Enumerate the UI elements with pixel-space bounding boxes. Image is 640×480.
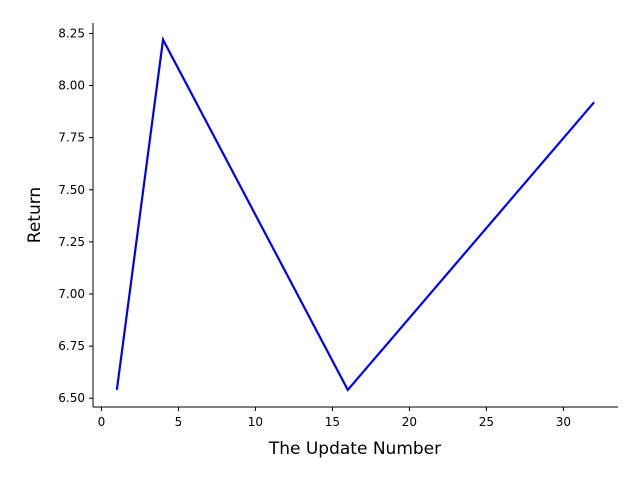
y-ticks: 6.50 6.75 7.00 7.25 7.50 7.75 8.00 8.25: [58, 26, 93, 405]
x-tick-label: 15: [325, 415, 340, 429]
y-tick-label: 7.25: [58, 235, 85, 249]
x-axis-title: The Update Number: [268, 439, 441, 459]
x-tick-label: 10: [248, 415, 263, 429]
y-tick-label: 6.75: [58, 339, 85, 353]
y-tick-label: 8.00: [58, 79, 85, 93]
x-tick-label: 25: [479, 415, 494, 429]
y-tick-label: 7.75: [58, 131, 85, 145]
x-tick-label: 30: [556, 415, 571, 429]
y-tick-label: 7.00: [58, 287, 85, 301]
y-tick-label: 7.50: [58, 183, 85, 197]
plot-area: [115, 36, 595, 392]
x-tick-label: 0: [98, 415, 106, 429]
y-tick-label: 6.50: [58, 391, 85, 405]
x-tick-label: 5: [175, 415, 183, 429]
series-line: [115, 36, 595, 392]
y-axis-title: Return: [25, 187, 45, 243]
x-tick-label: 20: [402, 415, 417, 429]
y-tick-label: 8.25: [58, 26, 85, 40]
x-ticks: 0 5 10 15 20 25 30: [98, 407, 571, 429]
